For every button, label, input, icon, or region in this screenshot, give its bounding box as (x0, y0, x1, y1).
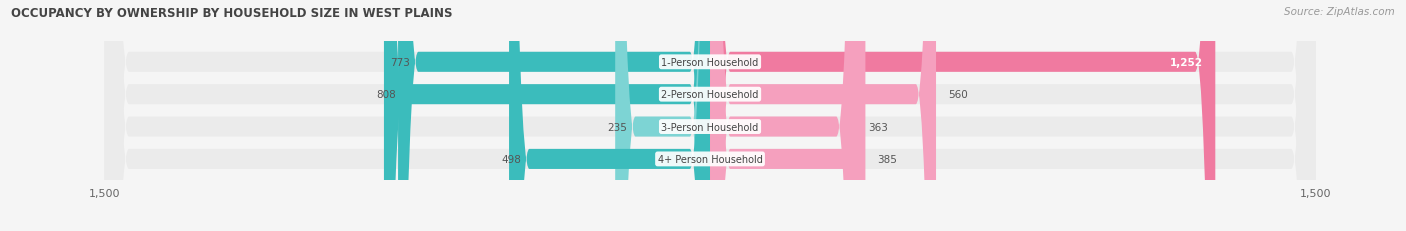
Text: 773: 773 (391, 58, 411, 67)
Text: 1,252: 1,252 (1170, 58, 1204, 67)
Text: 363: 363 (869, 122, 889, 132)
FancyBboxPatch shape (384, 0, 710, 231)
FancyBboxPatch shape (710, 0, 856, 231)
FancyBboxPatch shape (104, 0, 1316, 231)
Text: 808: 808 (377, 90, 396, 100)
Text: 498: 498 (502, 154, 522, 164)
Text: 560: 560 (948, 90, 967, 100)
FancyBboxPatch shape (710, 0, 1215, 231)
Text: 235: 235 (607, 122, 627, 132)
FancyBboxPatch shape (104, 0, 1316, 231)
Text: Source: ZipAtlas.com: Source: ZipAtlas.com (1284, 7, 1395, 17)
Text: 3-Person Household: 3-Person Household (661, 122, 759, 132)
Text: OCCUPANCY BY OWNERSHIP BY HOUSEHOLD SIZE IN WEST PLAINS: OCCUPANCY BY OWNERSHIP BY HOUSEHOLD SIZE… (11, 7, 453, 20)
FancyBboxPatch shape (710, 0, 866, 231)
Text: 385: 385 (877, 154, 897, 164)
FancyBboxPatch shape (616, 0, 710, 231)
FancyBboxPatch shape (509, 0, 710, 231)
FancyBboxPatch shape (104, 0, 1316, 231)
FancyBboxPatch shape (398, 0, 710, 231)
Text: 4+ Person Household: 4+ Person Household (658, 154, 762, 164)
Text: 1-Person Household: 1-Person Household (661, 58, 759, 67)
FancyBboxPatch shape (710, 0, 936, 231)
Text: 2-Person Household: 2-Person Household (661, 90, 759, 100)
FancyBboxPatch shape (104, 0, 1316, 231)
